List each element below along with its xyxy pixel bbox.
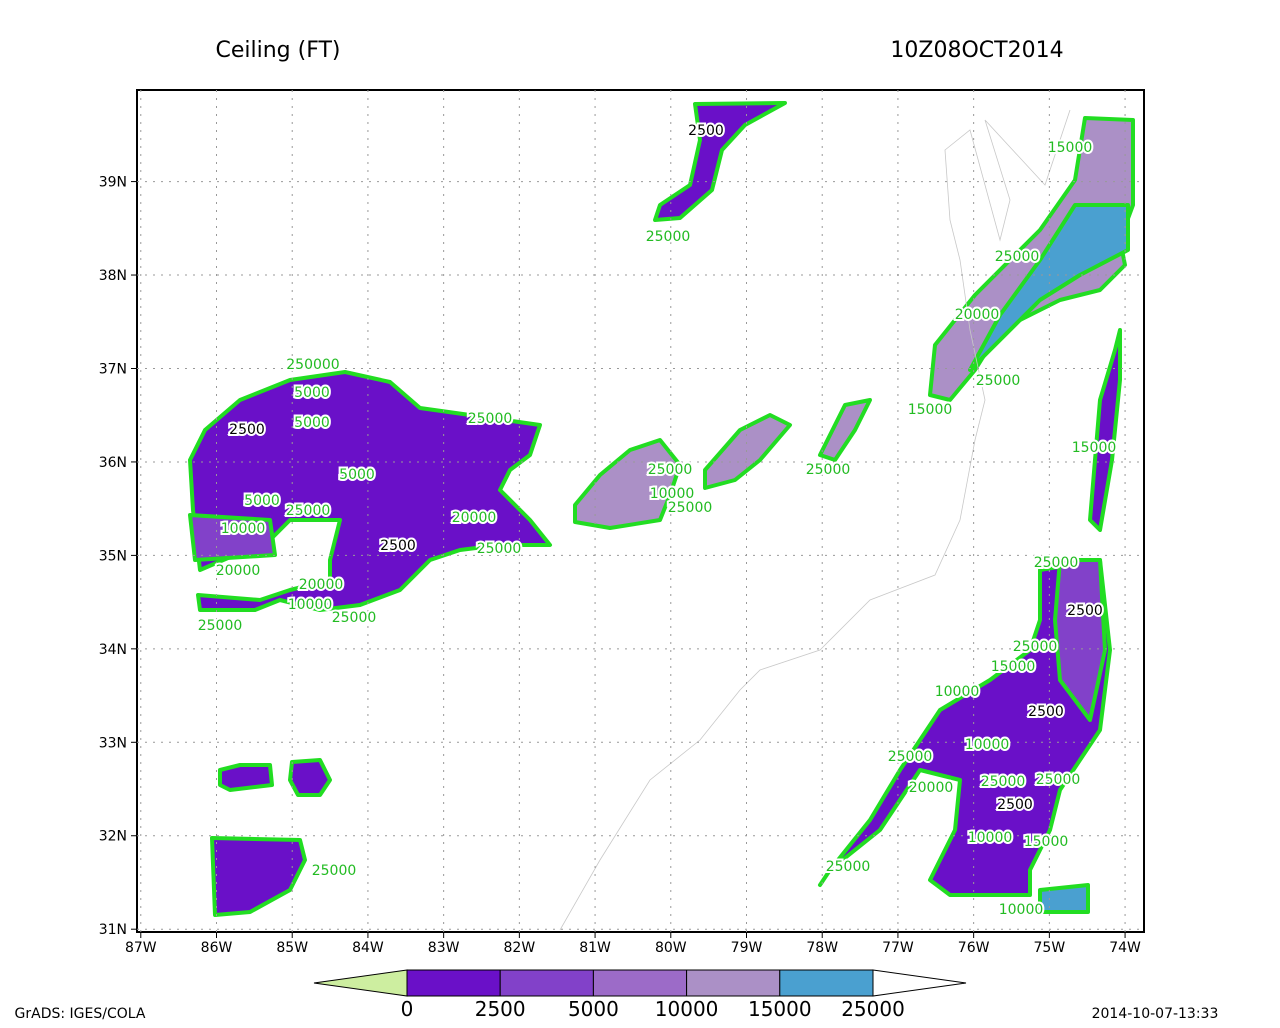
colorbar-label: 2500 <box>475 997 526 1021</box>
contour-label: 10000 <box>968 830 1013 846</box>
time-label: 10Z08OCT2014 <box>890 38 1063 63</box>
contour-label: 25000 <box>648 462 693 478</box>
colorbar-low-end <box>313 969 408 997</box>
contour-label: 25000 <box>332 610 377 626</box>
map-frame <box>136 89 1145 933</box>
colorbar-label: 15000 <box>748 997 812 1021</box>
contour-label: 2500 <box>380 538 416 554</box>
contour-label: 25000 <box>668 500 713 516</box>
title: Ceiling (FT) <box>215 38 340 63</box>
footer-right: 2014-10-07-13:33 <box>1092 1006 1219 1022</box>
y-tick-label: 35N <box>99 548 127 564</box>
contour-label: 20000 <box>299 577 344 593</box>
x-tick-label: 76W <box>958 940 990 956</box>
colorbar-label: 5000 <box>568 997 619 1021</box>
y-tick-label: 37N <box>99 361 127 377</box>
ceiling-regions <box>188 101 1135 917</box>
colorbar-segment <box>406 969 501 997</box>
contour-label: 25000 <box>477 541 522 557</box>
colorbar-segment <box>686 969 781 997</box>
contour-label: 20000 <box>452 510 497 526</box>
contour-label: 25000 <box>1013 639 1058 655</box>
contour-label: 15000 <box>1024 834 1069 850</box>
contour-label: 2500 <box>1028 704 1064 720</box>
x-tick-label: 77W <box>882 940 914 956</box>
contour-label: 25000 <box>198 618 243 634</box>
x-tick-label: 86W <box>201 940 233 956</box>
y-tick-label: 33N <box>99 735 127 751</box>
contour-label: 25000 <box>286 503 331 519</box>
contour-label: 25000 <box>981 774 1026 790</box>
contour-label: 15000 <box>991 659 1036 675</box>
contour-label: 2500 <box>229 422 265 438</box>
contour-label: 10000 <box>288 597 333 613</box>
contour-label: 25000 <box>646 229 691 245</box>
x-tick-label: 81W <box>579 940 611 956</box>
contour-label: 20000 <box>909 780 954 796</box>
contour-label: 25000 <box>1034 555 1079 571</box>
contour-label: 15000 <box>1048 140 1093 156</box>
x-tick-label: 85W <box>276 940 308 956</box>
contour-label: 2500 <box>688 123 724 139</box>
colorbar-label: 25000 <box>841 997 905 1021</box>
x-tick-label: 84W <box>352 940 384 956</box>
contour-label: 5000 <box>294 415 330 431</box>
coastline <box>559 109 1071 931</box>
x-tick-label: 83W <box>428 940 460 956</box>
contour-label: 2500 <box>1067 603 1103 619</box>
contour-label: 5000 <box>339 467 375 483</box>
contour-label: 10000 <box>221 521 266 537</box>
contour-label: 25000 <box>826 859 871 875</box>
colorbar-segment <box>499 969 594 997</box>
contour-label: 2500 <box>997 797 1033 813</box>
contour-label: 250000 <box>286 357 339 373</box>
contour-label: 15000 <box>908 402 953 418</box>
contour-label: 15000 <box>1072 440 1117 456</box>
contour-label: 25000 <box>312 863 357 879</box>
contour-label: 25000 <box>1036 772 1081 788</box>
x-tick-label: 74W <box>1109 940 1141 956</box>
colorbar-label: 10000 <box>655 997 719 1021</box>
x-tick-label: 75W <box>1034 940 1066 956</box>
y-tick-label: 39N <box>99 175 127 191</box>
x-tick-label: 82W <box>504 940 536 956</box>
y-tick-label: 36N <box>99 455 127 471</box>
contour-label: 5000 <box>294 385 330 401</box>
colorbar-segment <box>592 969 688 997</box>
contour-label: 10000 <box>965 737 1010 753</box>
footer-left: GrADS: IGES/COLA <box>15 1006 146 1022</box>
contour-label: 25000 <box>468 411 513 427</box>
contour-label: 25000 <box>976 373 1021 389</box>
contour-label: 25000 <box>888 749 933 765</box>
contour-label: 25000 <box>995 249 1040 265</box>
x-tick-label: 87W <box>125 940 157 956</box>
x-tick-label: 78W <box>806 940 838 956</box>
contour-label: 25000 <box>806 462 851 478</box>
contour-label: 20000 <box>955 307 1000 323</box>
colorbar-segment <box>779 969 874 997</box>
x-tick-label: 80W <box>655 940 687 956</box>
contour-label: 10000 <box>999 902 1044 918</box>
y-tick-label: 34N <box>99 642 127 658</box>
colorbar-label: 0 <box>401 997 414 1021</box>
colorbar-high-end <box>872 969 967 997</box>
y-tick-label: 38N <box>99 268 127 284</box>
y-tick-label: 32N <box>99 829 127 845</box>
contour-label: 5000 <box>244 493 280 509</box>
x-tick-label: 79W <box>731 940 763 956</box>
contour-label: 20000 <box>216 563 261 579</box>
contour-label: 10000 <box>935 684 980 700</box>
contour-label: 10000 <box>650 486 695 502</box>
y-tick-label: 31N <box>99 922 127 938</box>
